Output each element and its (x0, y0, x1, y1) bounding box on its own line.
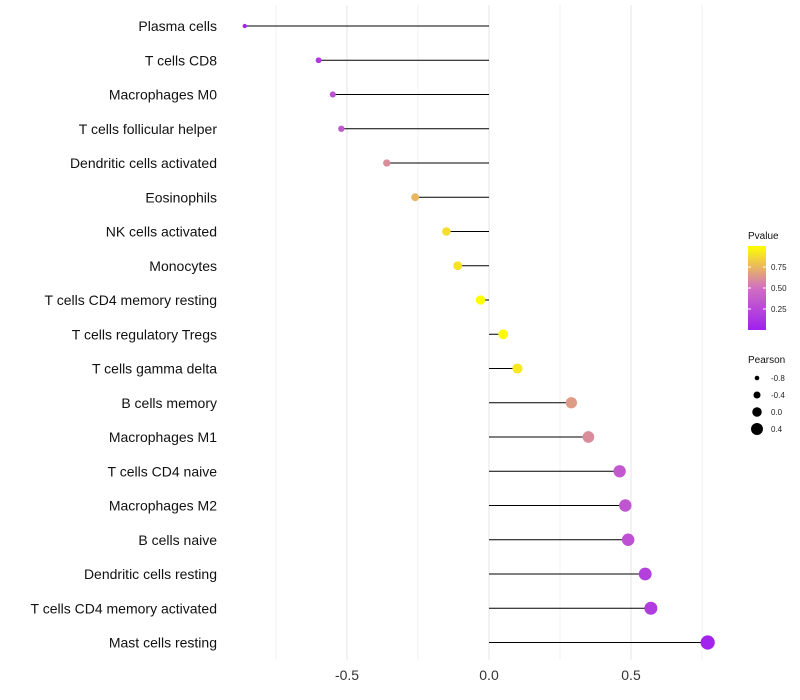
lollipop-point (700, 635, 715, 650)
lollipop-point (453, 261, 463, 271)
category-label: Mast cells resting (109, 635, 217, 651)
x-axis-ticks: -0.5 0.0 0.5 (335, 667, 641, 683)
lollipop-point (383, 159, 391, 167)
category-label: T cells regulatory Tregs (72, 326, 217, 342)
lollipop-point (411, 193, 420, 202)
x-tick-label: -0.5 (335, 667, 359, 683)
category-label: Plasma cells (138, 18, 217, 34)
category-label: Dendritic cells resting (84, 566, 217, 582)
lollipop-point (613, 465, 626, 478)
lollipop-point (442, 227, 451, 236)
points (242, 23, 715, 650)
category-label: Eosinophils (145, 189, 217, 205)
size-legend-dot (754, 375, 760, 381)
stems (244, 25, 708, 643)
pearson-legend: Pearson -0.8 -0.4 0.0 0.4 (748, 355, 785, 435)
size-legend-dot (753, 391, 761, 399)
category-label: Monocytes (149, 258, 217, 274)
pvalue-legend: Pvalue 0.25 0.50 0.75 (748, 231, 787, 330)
category-label: T cells gamma delta (92, 361, 217, 377)
colorbar-tick-label: 0.25 (771, 305, 787, 314)
lollipop-point (621, 533, 635, 547)
lollipop-point (565, 397, 577, 409)
lollipop-point (638, 567, 652, 581)
category-label: NK cells activated (106, 224, 217, 240)
colorbar-tick-label: 0.50 (771, 284, 787, 293)
category-label: Macrophages M0 (109, 87, 217, 103)
pvalue-colorbar (748, 246, 766, 330)
lollipop-point (582, 431, 595, 443)
lollipop-point (644, 601, 658, 615)
lollipop-point (619, 499, 632, 512)
pearson-legend-title: Pearson (748, 355, 785, 366)
size-legend-label: -0.8 (771, 374, 785, 383)
category-label: B cells naive (138, 532, 217, 548)
size-legend-dot (752, 407, 762, 417)
grid-lines (275, 5, 703, 660)
pvalue-legend-title: Pvalue (748, 231, 779, 242)
category-label: T cells CD4 memory activated (31, 600, 217, 616)
category-label: T cells CD4 memory resting (45, 292, 217, 308)
lollipop-point (338, 125, 345, 132)
x-tick-label: 0.0 (479, 667, 499, 683)
lollipop-point (329, 91, 336, 98)
category-label: T cells CD4 naive (108, 463, 218, 479)
category-label: T cells follicular helper (79, 121, 218, 137)
x-tick-label: 0.5 (621, 667, 641, 683)
category-label: T cells CD8 (145, 52, 217, 68)
colorbar-tick-label: 0.75 (771, 263, 787, 272)
lollipop-point (475, 295, 486, 305)
size-legend-dot (751, 423, 763, 435)
category-label: B cells memory (121, 395, 217, 411)
lollipop-point (512, 363, 523, 374)
size-legend-label: -0.4 (771, 391, 785, 400)
category-label: Macrophages M1 (109, 429, 217, 445)
category-labels: Plasma cells T cells CD8 Macrophages M0 T c… (31, 18, 218, 651)
lollipop-point (315, 57, 322, 64)
lollipop-point (498, 329, 509, 340)
lollipop-point (242, 23, 247, 29)
category-label: Macrophages M2 (109, 498, 217, 514)
size-legend-label: 0.4 (771, 425, 783, 434)
category-label: Dendritic cells activated (70, 155, 217, 171)
size-legend-label: 0.0 (771, 408, 783, 417)
